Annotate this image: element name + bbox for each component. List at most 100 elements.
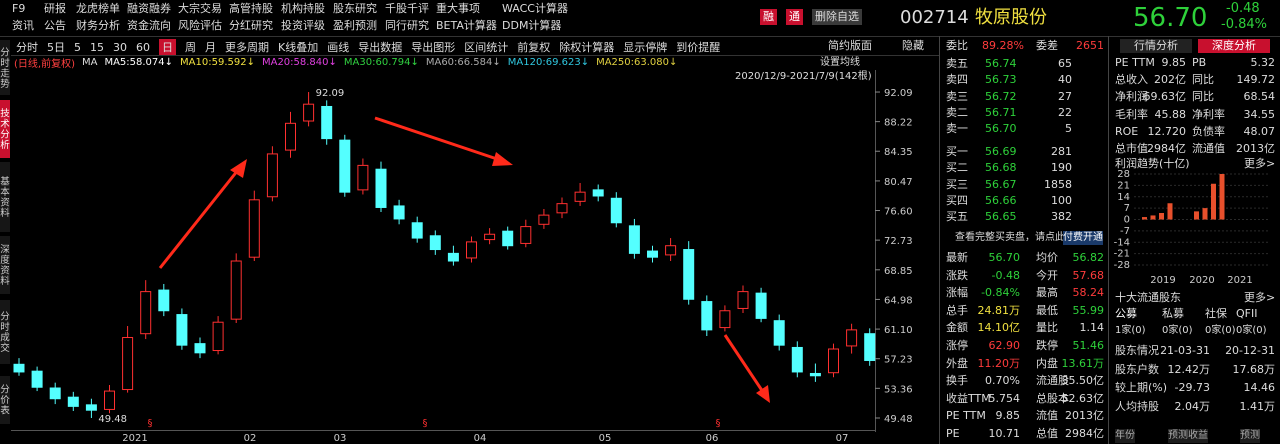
toolbar-item[interactable]: 导出数据 [358, 41, 403, 54]
toolbar-item[interactable]: 5日 [47, 41, 65, 54]
menu-item[interactable]: 同行研究 [385, 19, 429, 32]
toolbar-item[interactable]: 15 [90, 40, 104, 54]
tab[interactable]: 深度分析 [1198, 39, 1270, 53]
metric-label: 同比 [1192, 90, 1214, 104]
toolbar-item[interactable]: 5 [74, 40, 81, 54]
value: 89.28% [982, 39, 1024, 52]
y-tick-label: 76.60 [884, 207, 913, 218]
toolbar-item[interactable]: 隐藏 [902, 39, 924, 52]
menu-item[interactable]: WACC计算器 [502, 2, 568, 15]
footer-tab[interactable]: 预测 [1240, 429, 1260, 443]
book-price: 56.66 [985, 193, 1017, 207]
menu-item[interactable]: 重大事项 [436, 2, 480, 15]
menu-item[interactable]: 盈利预测 [333, 19, 377, 32]
candle-body [538, 214, 550, 225]
toolbar-item[interactable]: 30 [113, 40, 127, 54]
menu-item[interactable]: 机构持股 [281, 2, 325, 15]
bar [1142, 217, 1147, 220]
candle-body [665, 245, 677, 256]
metric-label: 负债率 [1192, 124, 1225, 138]
toolbar-item[interactable]: 月 [205, 41, 216, 54]
toolbar-item[interactable]: 除权计算器 [559, 41, 615, 54]
candle-body [411, 222, 423, 239]
candle-body [447, 252, 459, 262]
metric-value: 48.07 [1243, 124, 1276, 138]
candle-body [339, 139, 351, 193]
menu-item[interactable]: 财务分析 [76, 19, 120, 32]
stat-value: 55.99 [1072, 303, 1105, 317]
menu-item[interactable]: 龙虎榜单 [76, 2, 120, 15]
toolbar-item[interactable]: 日 [159, 39, 176, 55]
ma-label: MA60:66.584↓ [425, 57, 501, 68]
side-tab[interactable]: 分时成交 [0, 300, 10, 364]
menu-item[interactable]: 风险评估 [178, 19, 222, 32]
toolbar-item[interactable]: 画线 [327, 41, 350, 54]
table-value: 12.42万 [1167, 362, 1211, 376]
low-label: 49.48 [98, 414, 127, 425]
stat-value: -0.48 [991, 268, 1020, 282]
toolbar-item[interactable]: 分时 [16, 41, 38, 54]
menu-item[interactable]: 千股千评 [385, 2, 429, 15]
side-tab[interactable]: 分价表 [0, 376, 10, 424]
menu-item[interactable]: DDM计算器 [502, 19, 562, 32]
metric-label: PB [1192, 56, 1207, 69]
footer-tab[interactable]: 预测收益 [1168, 429, 1208, 443]
more-link[interactable]: 更多> [1244, 291, 1276, 304]
candle-body [13, 363, 25, 373]
menu-item[interactable]: 大宗交易 [178, 2, 222, 15]
stat-label: 最高 [1036, 286, 1058, 300]
book-price: 56.71 [985, 105, 1017, 119]
toolbar-item[interactable]: 前复权 [517, 41, 551, 54]
stat-value: 2013亿 [1065, 409, 1104, 423]
tab[interactable]: 行情分析 [1120, 39, 1192, 53]
menu-item[interactable]: 股东研究 [333, 2, 377, 15]
metric-value: 2013亿 [1236, 142, 1275, 155]
menu-item[interactable]: 资讯 [12, 19, 34, 32]
book-label: 卖五 [946, 57, 968, 70]
toolbar-item[interactable]: 更多周期 [225, 41, 269, 54]
y-tick-label: -7 [1120, 226, 1130, 237]
side-tab[interactable]: 技术分析 [0, 100, 10, 158]
toolbar-item[interactable]: 导出图形 [411, 41, 456, 54]
menu-item[interactable]: 投资评级 [281, 19, 325, 32]
bar [1194, 211, 1199, 220]
stat-label: 最低 [1036, 303, 1058, 317]
badge[interactable]: 通 [786, 9, 803, 25]
toolbar-item[interactable]: 显示停牌 [623, 41, 668, 54]
menu-item[interactable]: 资金流向 [127, 19, 171, 32]
footer-tab[interactable]: 年份 [1115, 429, 1135, 443]
stat-value: 62.90 [988, 339, 1021, 352]
menu-item[interactable]: 分红研究 [229, 19, 273, 32]
badge[interactable]: 融 [760, 9, 777, 25]
menu-item[interactable]: 研报 [44, 2, 66, 15]
table-label: 较上期(%) [1115, 381, 1168, 394]
paid-link[interactable]: 付费开通 [1063, 231, 1103, 245]
menu-item[interactable]: 高管持股 [229, 2, 273, 15]
axis-line [875, 70, 876, 432]
side-tab[interactable]: 基本资料 [0, 162, 10, 232]
menu-item[interactable]: 公告 [44, 19, 66, 32]
axis-line [11, 430, 875, 431]
side-tab[interactable]: 深度资料 [0, 236, 10, 294]
toolbar-item[interactable]: K线叠加 [278, 41, 319, 54]
book-qty: 190 [1051, 161, 1072, 175]
toolbar-item[interactable]: 60 [136, 40, 150, 54]
menu-item[interactable]: 融资融券 [127, 2, 171, 15]
candle-body [248, 199, 260, 258]
y-tick-label: 72.73 [884, 236, 913, 247]
toolbar-item[interactable]: 简约版面 [828, 39, 872, 52]
menu-item[interactable]: BETA计算器 [436, 19, 497, 32]
menu-item[interactable]: F9 [12, 2, 26, 15]
book-price: 56.72 [985, 89, 1017, 103]
toolbar-item[interactable]: 周 [185, 41, 196, 54]
remove-button[interactable]: 删除自选 [812, 9, 862, 25]
settings-button[interactable]: 设置均线 [820, 57, 860, 68]
more-link[interactable]: 更多> [1244, 157, 1276, 170]
y-tick-label: 49.48 [884, 414, 913, 425]
side-tab[interactable]: 分时走势 [0, 40, 10, 95]
toolbar-item[interactable]: 到价提醒 [676, 41, 721, 54]
holder-count: 0家(0) [1162, 325, 1193, 336]
toolbar-item[interactable]: 区间统计 [464, 41, 509, 54]
stat-label: 涨幅 [946, 286, 968, 300]
